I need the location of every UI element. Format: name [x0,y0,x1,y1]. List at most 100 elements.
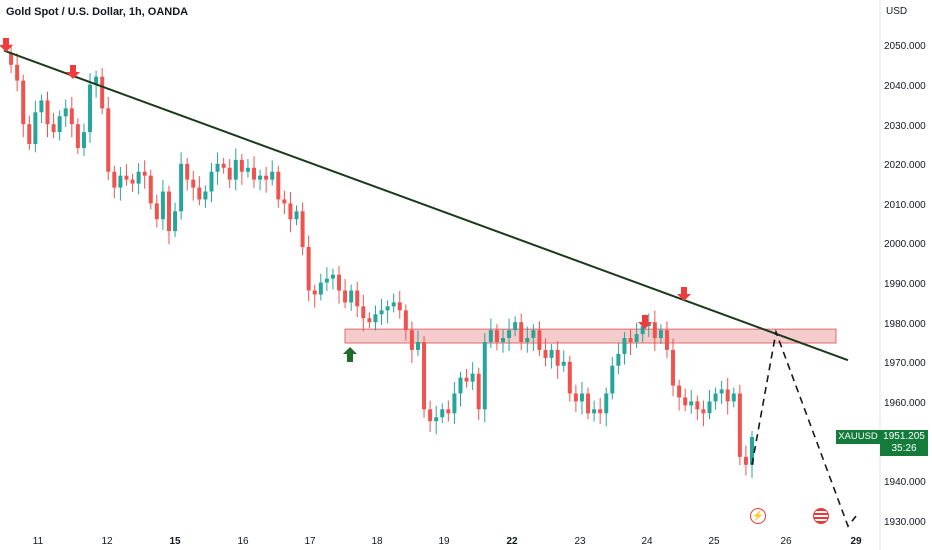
candle-body [191,179,196,188]
candle-body [501,338,505,342]
candle-body [507,330,512,339]
flash-icon[interactable]: ⚡ [750,508,766,524]
candle-body [258,175,263,180]
candle-body [142,171,147,176]
trendline [3,49,849,362]
candle-body [634,334,639,342]
candle-body [312,290,317,295]
x-tick-label: 25 [708,536,720,547]
x-tick-label: 18 [371,536,383,547]
y-tick-label: 2050.000 [884,41,926,52]
candle-body [725,389,730,402]
x-tick-label: 23 [574,536,586,547]
y-tick-label: 2000.000 [884,239,926,250]
candle-body [361,306,366,319]
candle-body [45,100,50,125]
candle-body [604,393,609,414]
candle-body [573,393,578,402]
candle-body [476,373,481,410]
candle-body [252,167,256,180]
candle-body [264,175,269,180]
candle-body [39,100,44,113]
candle-body [27,124,32,144]
chart-title: Gold Spot / U.S. Dollar, 1h, OANDA [6,6,189,18]
x-tick-label: 16 [237,536,249,547]
x-tick-label: 24 [641,536,653,547]
candle-body [664,330,669,350]
candle-body [549,349,554,358]
x-tick-label: 17 [304,536,316,547]
candle-body [373,314,378,323]
candle-body [94,76,99,85]
candle-body [640,326,645,335]
candle-body [555,349,560,366]
candle-body [488,330,493,342]
candle-body [628,338,633,342]
y-tick-label: 2030.000 [884,121,926,132]
candle-body [707,401,712,414]
down-arrow-marker [0,38,13,52]
x-tick-label: 19 [438,536,450,547]
candle-body [239,159,244,172]
candle-body [458,377,463,394]
candle-body [652,322,657,339]
x-tick-label: 29 [850,536,862,547]
down-arrow-marker-shaft [642,315,648,323]
us-flag-icon[interactable] [813,508,829,524]
x-tick-label: 12 [101,536,113,547]
candle-body [227,167,232,180]
candle-body [579,393,584,402]
candle-body [543,349,548,358]
down-arrow-marker [677,287,691,301]
candle-body [561,361,566,366]
y-tick-label: 1940.000 [884,477,926,488]
candle-body [397,302,402,311]
candle-body [300,211,305,247]
down-arrow-marker-shaft [3,38,9,46]
candle-body [355,290,360,307]
candle-body [737,393,742,457]
candle-body [294,211,299,220]
down-arrow-marker-shaft [70,65,76,73]
candle-body [324,278,329,283]
candle-body [221,163,226,168]
candle-body [452,393,457,414]
candle-body [598,409,603,414]
candle-body [683,397,688,406]
candle-body [616,353,621,366]
candle-body [330,274,335,279]
up-arrow-marker-head [343,347,357,354]
candle-body [750,437,754,465]
candle-body [185,163,190,180]
candle-body [403,310,408,331]
candle-body [63,108,68,117]
candle-body [130,179,135,184]
candle-body [106,108,111,172]
candle-body [81,132,86,148]
projection-path [751,329,857,528]
candle-body [33,112,38,144]
candle-body [118,175,123,188]
candle-body [482,342,487,410]
candle-body [586,393,591,414]
candle-body [701,409,706,414]
candle-body [385,306,390,311]
down-arrow-marker-shaft [681,287,687,295]
candle-body [610,365,615,394]
candle-body [57,116,62,133]
candle-body [15,64,20,81]
candle-body [494,330,499,342]
candle-body [379,310,384,315]
symbol-price-tag: XAUUSD [836,430,880,444]
candle-body [166,191,171,232]
down-arrow-marker-head [638,322,652,329]
candle-body [282,199,287,204]
y-tick-label: 2010.000 [884,200,926,211]
candle-body [719,389,724,394]
candle-body [21,80,26,125]
candle-body [525,338,530,342]
candle-body [391,302,396,307]
resistance-zone [344,328,837,344]
candle-body [124,175,129,180]
